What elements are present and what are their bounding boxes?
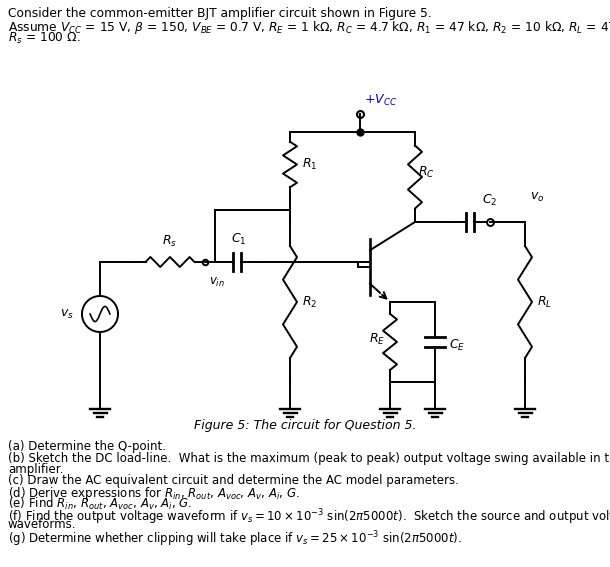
Text: $R_2$: $R_2$	[302, 294, 317, 310]
Text: $v_{in}$: $v_{in}$	[209, 276, 225, 289]
Text: $R_1$: $R_1$	[302, 157, 317, 172]
Text: (g) Determine whether clipping will take place if $v_s = 25 \times 10^{-3}$ sin(: (g) Determine whether clipping will take…	[8, 529, 462, 549]
Text: (a) Determine the Q-point.: (a) Determine the Q-point.	[8, 440, 166, 453]
Text: (e) Find $R_{in}$, $R_{out}$, $A_{voc}$, $A_v$, $A_i$, $G$.: (e) Find $R_{in}$, $R_{out}$, $A_{voc}$,…	[8, 496, 193, 512]
Text: (b) Sketch the DC load-line.  What is the maximum (peak to peak) output voltage : (b) Sketch the DC load-line. What is the…	[8, 452, 610, 465]
Text: (d) Derive expressions for $R_{in}$, $R_{out}$, $A_{voc}$, $A_v$, $A_i$, $G$.: (d) Derive expressions for $R_{in}$, $R_…	[8, 485, 300, 502]
Text: (c) Draw the AC equivalent circuit and determine the AC model parameters.: (c) Draw the AC equivalent circuit and d…	[8, 474, 459, 487]
Text: waveforms.: waveforms.	[8, 518, 76, 531]
Text: $R_C$: $R_C$	[418, 164, 435, 180]
Text: $C_E$: $C_E$	[449, 338, 465, 353]
Text: (f) Find the output voltage waveform if $v_s = 10 \times 10^{-3}$ sin(2$\pi$5000: (f) Find the output voltage waveform if …	[8, 507, 610, 527]
Text: Assume $V_{CC}$ = 15 V, $\beta$ = 150, $V_{BE}$ = 0.7 V, $R_E$ = 1 k$\Omega$, $R: Assume $V_{CC}$ = 15 V, $\beta$ = 150, $…	[8, 19, 610, 36]
Text: $R_L$: $R_L$	[537, 294, 552, 310]
Text: amplifier.: amplifier.	[8, 463, 63, 476]
Text: $v_o$: $v_o$	[530, 191, 544, 204]
Text: $R_s$ = 100 $\Omega$.: $R_s$ = 100 $\Omega$.	[8, 31, 81, 46]
Text: $C_2$: $C_2$	[482, 193, 497, 208]
Text: $R_s$: $R_s$	[162, 234, 178, 249]
Text: $+V_{CC}$: $+V_{CC}$	[364, 93, 397, 108]
Text: $C_1$: $C_1$	[231, 232, 246, 247]
Text: $R_E$: $R_E$	[369, 332, 385, 348]
Text: $v_s$: $v_s$	[60, 307, 74, 320]
Text: Figure 5: The circuit for Question 5.: Figure 5: The circuit for Question 5.	[194, 419, 416, 432]
Text: Consider the common-emitter BJT amplifier circuit shown in Figure 5.: Consider the common-emitter BJT amplifie…	[8, 7, 432, 20]
